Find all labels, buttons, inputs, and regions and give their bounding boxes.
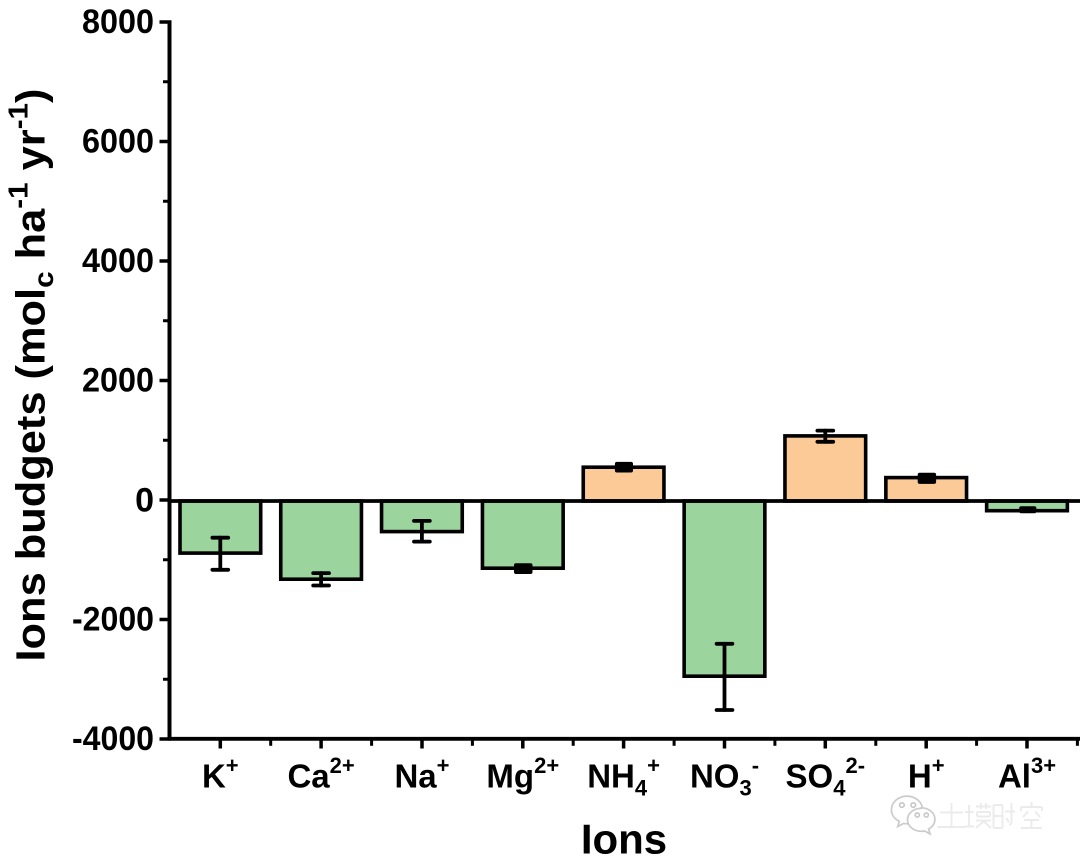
- svg-text:NO3-: NO3-: [690, 753, 759, 801]
- svg-text:Ions: Ions: [581, 816, 667, 863]
- svg-text:-4000: -4000: [72, 720, 154, 758]
- svg-text:0: 0: [135, 482, 154, 520]
- svg-text:8000: 8000: [82, 3, 154, 41]
- svg-text:2000: 2000: [82, 362, 154, 400]
- svg-text:4000: 4000: [82, 242, 154, 280]
- svg-text:Ions budgets (molc ha-1 yr-1): Ions budgets (molc ha-1 yr-1): [2, 89, 59, 662]
- svg-text:6000: 6000: [82, 123, 154, 161]
- svg-text:-2000: -2000: [72, 601, 154, 639]
